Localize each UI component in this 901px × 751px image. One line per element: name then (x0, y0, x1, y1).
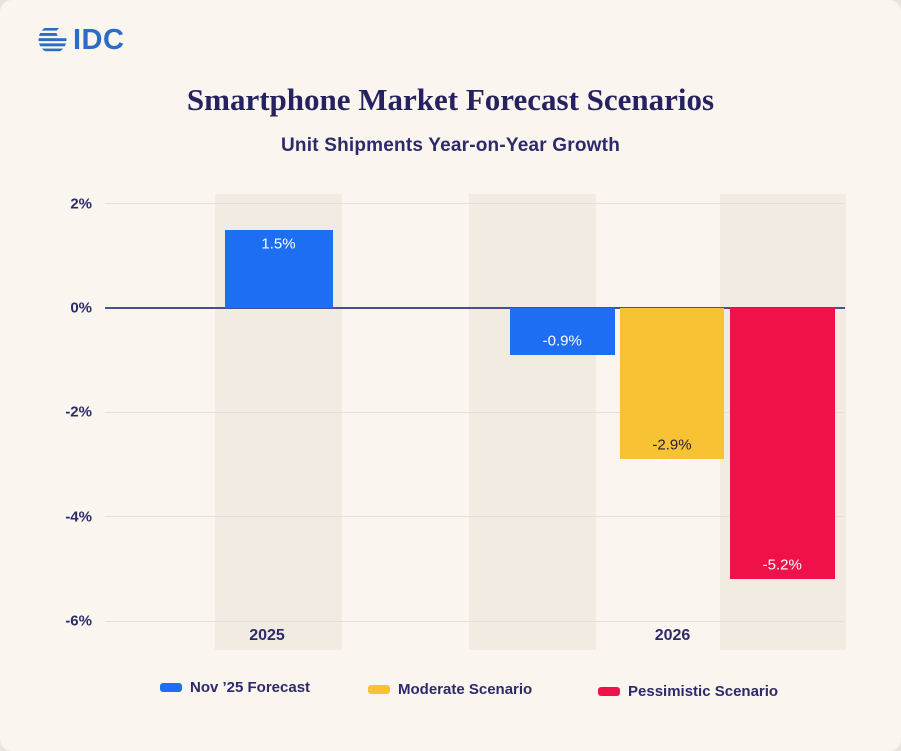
legend-swatch-blue (160, 683, 182, 692)
chart-subtitle: Unit Shipments Year-on-Year Growth (280, 135, 620, 156)
bar-value-label: -2.9% (652, 436, 692, 454)
bar-value-label: -0.9% (542, 332, 582, 350)
legend-label: Nov ’25 Forecast (190, 679, 311, 696)
chart-title: Smartphone Market Forecast Scenarios (186, 82, 715, 117)
legend-label: Moderate Scenario (398, 681, 533, 698)
idc-logo: IDC (36, 23, 124, 56)
bar-value-label: 1.5% (261, 235, 296, 253)
bar-2026-series1 (620, 308, 724, 460)
bar-2026-series2 (729, 308, 835, 580)
y-axis-tick-label: 2% (70, 195, 92, 213)
gridline (105, 620, 845, 622)
legend-item-nov25-forecast: Nov ’25 Forecast (160, 679, 310, 696)
zero-axis-line (105, 307, 845, 309)
bar-2025-series0 (224, 229, 333, 308)
legend-item-pessimistic-scenario: Pessimistic Scenario (598, 683, 778, 700)
gridline (105, 203, 845, 205)
globe-icon (38, 27, 67, 52)
y-axis-tick-label: -2% (65, 403, 92, 421)
y-axis-tick-label: -6% (65, 612, 92, 630)
legend-swatch-yellow (368, 685, 390, 694)
y-axis-tick-label: 0% (70, 299, 92, 317)
legend-label: Pessimistic Scenario (628, 683, 779, 700)
bar-2026-series0 (510, 308, 615, 355)
category-band (469, 194, 596, 650)
gridline (105, 411, 845, 413)
x-axis-label: 2025 (249, 627, 285, 644)
x-axis-label: 2026 (654, 627, 691, 644)
legend-item-moderate-scenario: Moderate Scenario (368, 681, 532, 698)
bar-value-label: -5.2% (762, 556, 802, 574)
legend-swatch-red (598, 687, 620, 696)
y-axis-tick-label: -4% (65, 508, 92, 526)
gridline (105, 516, 845, 518)
brand-text: IDC (73, 23, 125, 56)
